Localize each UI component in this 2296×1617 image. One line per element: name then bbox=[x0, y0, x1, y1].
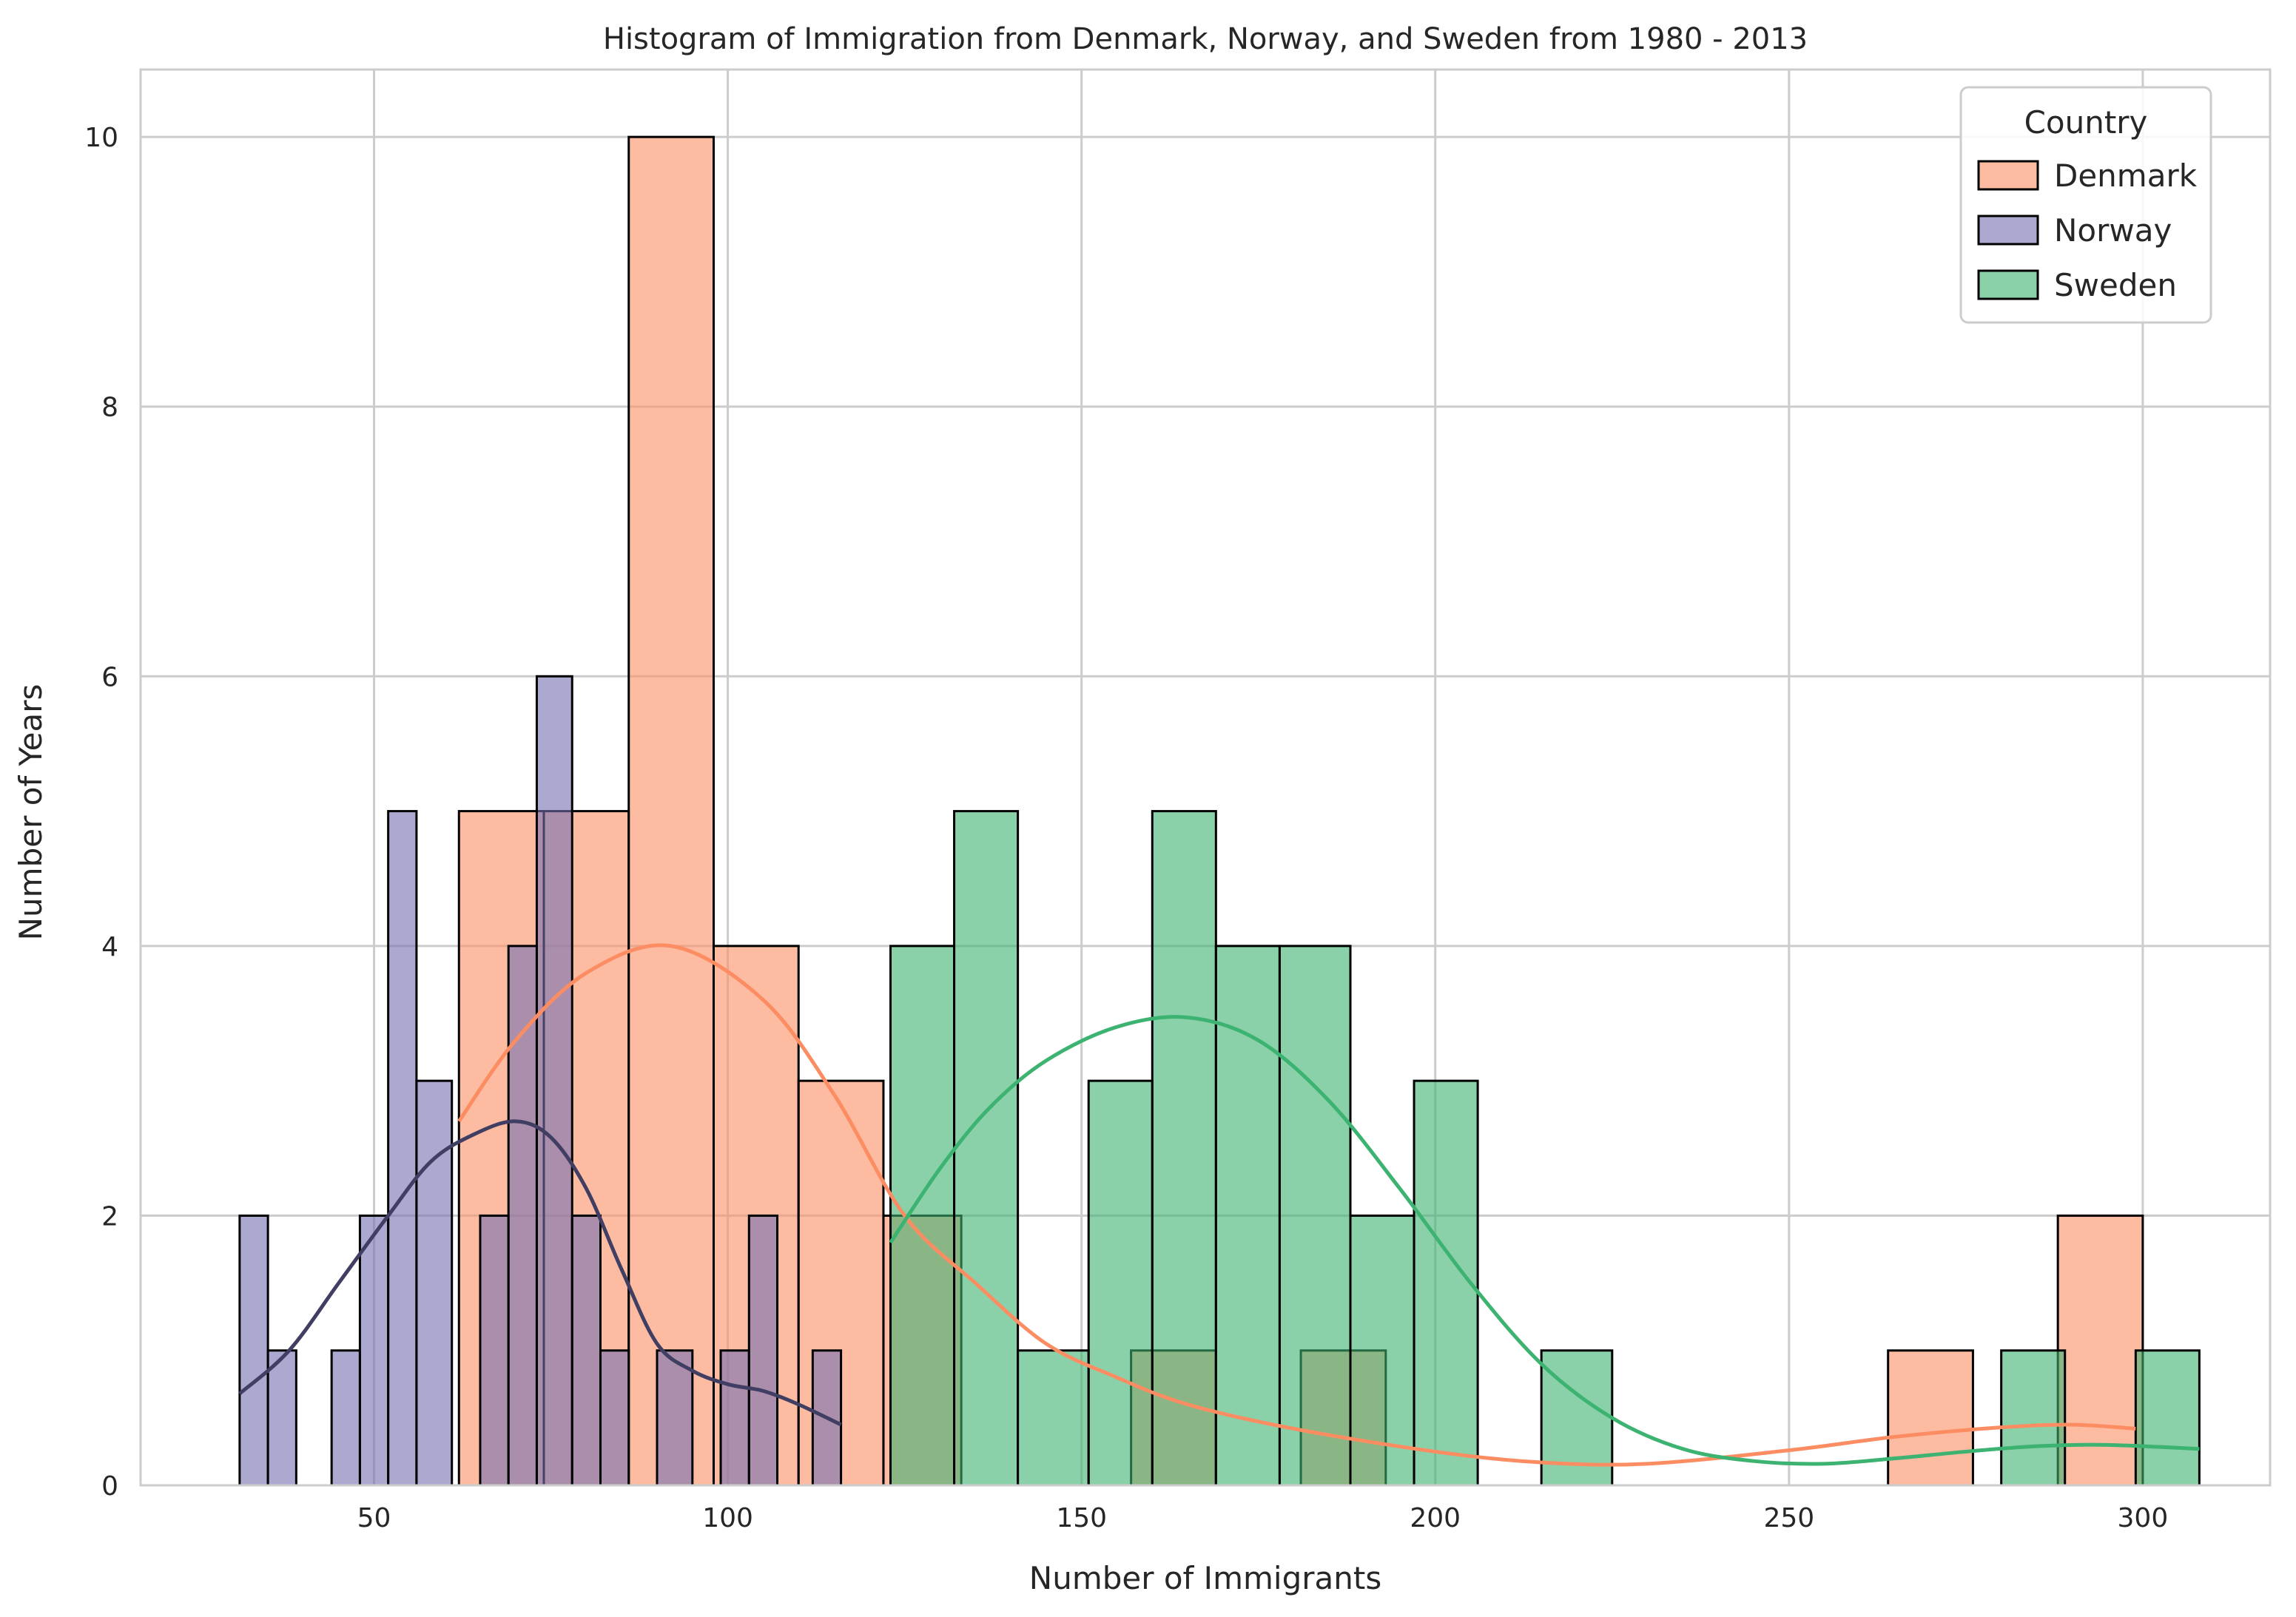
histogram-bar bbox=[889, 945, 956, 1487]
histogram-bar bbox=[415, 1079, 454, 1487]
histogram-bar bbox=[387, 810, 418, 1487]
histogram-bar bbox=[1151, 810, 1217, 1487]
histogram-bar bbox=[747, 1214, 779, 1487]
x-tick-label: 50 bbox=[357, 1503, 391, 1533]
histogram-bar bbox=[599, 1349, 630, 1487]
histogram-bar bbox=[2000, 1349, 2067, 1487]
y-axis-ticks: 0 2 4 6 8 10 bbox=[84, 123, 118, 1502]
legend-title: Country bbox=[2024, 104, 2148, 141]
histogram-bar bbox=[656, 1349, 694, 1487]
x-tick-label: 300 bbox=[2118, 1503, 2169, 1533]
legend-box bbox=[1959, 86, 2212, 324]
x-tick-label: 150 bbox=[1056, 1503, 1107, 1533]
x-axis-label: Number of Immigrants bbox=[1029, 1560, 1381, 1596]
histogram-bar bbox=[2134, 1349, 2201, 1487]
x-tick-label: 250 bbox=[1763, 1503, 1814, 1533]
histogram-bar bbox=[570, 1214, 602, 1487]
series-bars-sweden bbox=[889, 810, 2201, 1487]
x-tick-label: 100 bbox=[702, 1503, 753, 1533]
y-tick-label: 4 bbox=[101, 932, 118, 962]
legend-label: Denmark bbox=[2054, 158, 2198, 194]
histogram-bar bbox=[238, 1214, 269, 1487]
histogram-bar bbox=[266, 1349, 297, 1487]
histogram-bar bbox=[1017, 1349, 1090, 1487]
legend-item-norway: Norway bbox=[1977, 212, 2172, 249]
legend-item-denmark: Denmark bbox=[1977, 158, 2198, 194]
histogram-bar bbox=[479, 1214, 510, 1487]
legend-swatch bbox=[1977, 160, 2039, 191]
histogram-bar bbox=[1887, 1349, 1974, 1487]
y-tick-label: 6 bbox=[101, 662, 118, 692]
legend: Country Denmark Norway Sweden bbox=[1959, 86, 2212, 324]
kde-curve-denmark bbox=[457, 943, 2136, 1467]
y-axis-label: Number of Years bbox=[13, 684, 49, 941]
histogram-bar bbox=[627, 135, 715, 1487]
kde-curve-sweden bbox=[889, 1015, 2200, 1466]
histogram-bar bbox=[358, 1214, 390, 1487]
legend-item-sweden: Sweden bbox=[1977, 267, 2177, 303]
legend-items: Denmark Norway Sweden bbox=[1977, 158, 2198, 303]
kde-curves bbox=[238, 943, 2200, 1467]
histogram-bar bbox=[1278, 945, 1352, 1487]
legend-label: Norway bbox=[2054, 212, 2172, 249]
histogram-bar bbox=[1413, 1079, 1479, 1487]
y-tick-label: 2 bbox=[101, 1201, 118, 1232]
chart-title: Histogram of Immigration from Denmark, N… bbox=[603, 22, 1808, 56]
y-tick-label: 10 bbox=[84, 123, 118, 153]
legend-swatch bbox=[1977, 269, 2039, 300]
legend-label: Sweden bbox=[2054, 267, 2177, 303]
kde-curve-norway bbox=[238, 1119, 842, 1427]
legend-swatch bbox=[1977, 215, 2039, 246]
histogram-bar bbox=[953, 810, 1020, 1487]
x-tick-label: 200 bbox=[1410, 1503, 1461, 1533]
plot-frame bbox=[139, 68, 2272, 1487]
histogram-bar bbox=[330, 1349, 361, 1487]
y-tick-label: 0 bbox=[101, 1471, 118, 1502]
histogram-bar bbox=[507, 945, 538, 1487]
histogram-bar bbox=[535, 675, 573, 1487]
x-axis-ticks: 50 100 150 200 250 300 bbox=[357, 1503, 2169, 1533]
y-tick-label: 8 bbox=[101, 393, 118, 423]
histogram-bars bbox=[238, 135, 2201, 1487]
histogram-bar bbox=[719, 1349, 750, 1487]
histogram-bar bbox=[1087, 1079, 1154, 1487]
series-bars-norway bbox=[238, 675, 843, 1487]
